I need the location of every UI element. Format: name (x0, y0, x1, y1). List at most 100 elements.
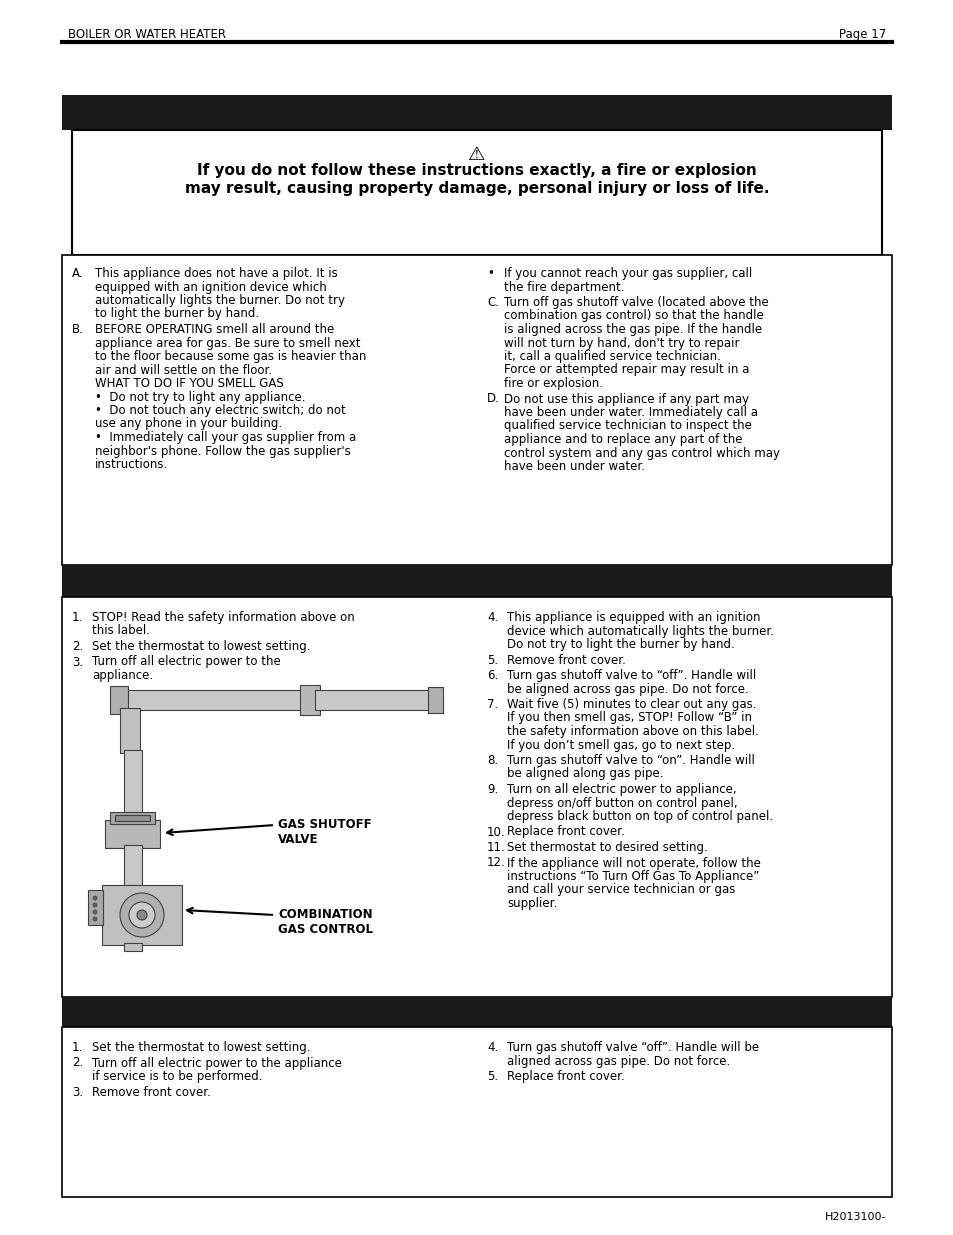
Circle shape (92, 910, 97, 914)
Text: be aligned across gas pipe. Do not force.: be aligned across gas pipe. Do not force… (506, 683, 748, 695)
Text: 5.: 5. (486, 653, 497, 667)
Bar (62, 997, 891, 1028)
Text: instructions “To Turn Off Gas To Appliance”: instructions “To Turn Off Gas To Applian… (506, 869, 759, 883)
Text: Set the thermostat to lowest setting.: Set the thermostat to lowest setting. (91, 1041, 310, 1053)
Text: Do not try to light the burner by hand.: Do not try to light the burner by hand. (506, 638, 734, 651)
Bar (110, 811, 154, 824)
Bar (314, 690, 430, 710)
Text: Wait five (5) minutes to clear out any gas.: Wait five (5) minutes to clear out any g… (506, 698, 756, 711)
Text: this label.: this label. (91, 625, 150, 637)
Text: may result, causing property damage, personal injury or loss of life.: may result, causing property damage, per… (185, 182, 768, 196)
Text: 5.: 5. (486, 1070, 497, 1083)
Text: This appliance does not have a pilot. It is: This appliance does not have a pilot. It… (95, 267, 337, 280)
Text: air and will settle on the floor.: air and will settle on the floor. (95, 363, 272, 377)
Bar (102, 885, 182, 945)
Text: 4.: 4. (486, 1041, 497, 1053)
Text: 3.: 3. (71, 656, 83, 668)
Text: If you do not follow these instructions exactly, a fire or explosion: If you do not follow these instructions … (197, 163, 756, 178)
Text: control system and any gas control which may: control system and any gas control which… (503, 447, 780, 459)
Text: it, call a qualified service technician.: it, call a qualified service technician. (503, 350, 720, 363)
Text: depress on/off button on control panel,: depress on/off button on control panel, (506, 797, 737, 809)
Bar (105, 820, 160, 848)
Text: •  Do not try to light any appliance.: • Do not try to light any appliance. (95, 390, 305, 404)
Text: This appliance is equipped with an ignition: This appliance is equipped with an ignit… (506, 611, 760, 624)
Bar (71, 130, 882, 254)
Text: be aligned along gas pipe.: be aligned along gas pipe. (506, 767, 662, 781)
Text: Turn gas shutoff valve to “off”. Handle will: Turn gas shutoff valve to “off”. Handle … (506, 669, 756, 682)
Bar (124, 750, 142, 840)
Text: 3.: 3. (71, 1086, 83, 1098)
Circle shape (137, 910, 147, 920)
Bar (428, 687, 442, 713)
Text: Remove front cover.: Remove front cover. (91, 1086, 211, 1098)
Text: Replace front cover.: Replace front cover. (506, 825, 624, 839)
Text: use any phone in your building.: use any phone in your building. (95, 417, 282, 431)
Text: 9.: 9. (486, 783, 497, 797)
Text: will not turn by hand, don't try to repair: will not turn by hand, don't try to repa… (503, 336, 739, 350)
Text: •  Immediately call your gas supplier from a: • Immediately call your gas supplier fro… (95, 431, 355, 445)
Text: H2013100-: H2013100- (823, 1212, 885, 1221)
Text: appliance and to replace any part of the: appliance and to replace any part of the (503, 433, 741, 446)
Text: and call your service technician or gas: and call your service technician or gas (506, 883, 735, 897)
Text: 7.: 7. (486, 698, 497, 711)
Text: depress black button on top of control panel.: depress black button on top of control p… (506, 810, 772, 823)
Text: automatically lights the burner. Do not try: automatically lights the burner. Do not … (95, 294, 345, 308)
Circle shape (92, 897, 97, 900)
Bar (299, 685, 319, 715)
Text: Page 17: Page 17 (838, 28, 885, 41)
Text: Remove front cover.: Remove front cover. (506, 653, 625, 667)
Text: 8.: 8. (486, 755, 497, 767)
Bar (120, 708, 140, 753)
Circle shape (92, 918, 97, 921)
Text: Turn on all electric power to appliance,: Turn on all electric power to appliance, (506, 783, 736, 797)
Text: to the floor because some gas is heavier than: to the floor because some gas is heavier… (95, 350, 366, 363)
Text: Turn off all electric power to the appliance: Turn off all electric power to the appli… (91, 1056, 341, 1070)
Text: appliance.: appliance. (91, 669, 153, 682)
Text: 1.: 1. (71, 611, 83, 624)
Text: Force or attempted repair may result in a: Force or attempted repair may result in … (503, 363, 749, 377)
Text: •: • (486, 267, 494, 280)
Text: Turn gas shutoff valve “off”. Handle will be: Turn gas shutoff valve “off”. Handle wil… (506, 1041, 759, 1053)
Text: if service is to be performed.: if service is to be performed. (91, 1070, 262, 1083)
Bar (62, 564, 891, 597)
Text: aligned across gas pipe. Do not force.: aligned across gas pipe. Do not force. (506, 1055, 729, 1067)
Text: appliance area for gas. Be sure to smell next: appliance area for gas. Be sure to smell… (95, 336, 360, 350)
Text: Set the thermostat to lowest setting.: Set the thermostat to lowest setting. (91, 640, 310, 653)
Text: Turn gas shutoff valve to “on”. Handle will: Turn gas shutoff valve to “on”. Handle w… (506, 755, 754, 767)
Text: qualified service technician to inspect the: qualified service technician to inspect … (503, 420, 751, 432)
Text: Turn off all electric power to the: Turn off all electric power to the (91, 656, 280, 668)
Text: combination gas control) so that the handle: combination gas control) so that the han… (503, 310, 763, 322)
Text: ⚠: ⚠ (468, 144, 485, 164)
Text: the safety information above on this label.: the safety information above on this lab… (506, 725, 758, 739)
Text: to light the burner by hand.: to light the burner by hand. (95, 308, 259, 321)
Text: supplier.: supplier. (506, 897, 557, 910)
Text: the fire department.: the fire department. (503, 280, 624, 294)
Text: WHAT TO DO IF YOU SMELL GAS: WHAT TO DO IF YOU SMELL GAS (95, 377, 283, 390)
Text: Replace front cover.: Replace front cover. (506, 1070, 624, 1083)
Circle shape (92, 903, 97, 906)
Bar (120, 690, 310, 710)
Text: equipped with an ignition device which: equipped with an ignition device which (95, 280, 327, 294)
Bar (124, 944, 142, 951)
Text: 2.: 2. (71, 1056, 83, 1070)
Text: B.: B. (71, 324, 84, 336)
Text: COMBINATION
GAS CONTROL: COMBINATION GAS CONTROL (277, 908, 373, 936)
Text: 4.: 4. (486, 611, 497, 624)
Text: 11.: 11. (486, 841, 505, 853)
Text: Do not use this appliance if any part may: Do not use this appliance if any part ma… (503, 393, 748, 405)
Text: have been under water.: have been under water. (503, 459, 644, 473)
Text: STOP! Read the safety information above on: STOP! Read the safety information above … (91, 611, 355, 624)
Text: BOILER OR WATER HEATER: BOILER OR WATER HEATER (68, 28, 226, 41)
Text: D.: D. (486, 393, 499, 405)
Bar (124, 845, 142, 885)
Text: If you don’t smell gas, go to next step.: If you don’t smell gas, go to next step. (506, 739, 735, 752)
Text: Turn off gas shutoff valve (located above the: Turn off gas shutoff valve (located abov… (503, 296, 768, 309)
Text: If the appliance will not operate, follow the: If the appliance will not operate, follo… (506, 857, 760, 869)
Text: If you then smell gas, STOP! Follow “B” in: If you then smell gas, STOP! Follow “B” … (506, 711, 751, 725)
Text: instructions.: instructions. (95, 458, 168, 471)
Bar (88, 890, 103, 925)
Text: fire or explosion.: fire or explosion. (503, 377, 602, 390)
Text: Set thermostat to desired setting.: Set thermostat to desired setting. (506, 841, 707, 853)
Text: 10.: 10. (486, 825, 505, 839)
Text: is aligned across the gas pipe. If the handle: is aligned across the gas pipe. If the h… (503, 324, 761, 336)
